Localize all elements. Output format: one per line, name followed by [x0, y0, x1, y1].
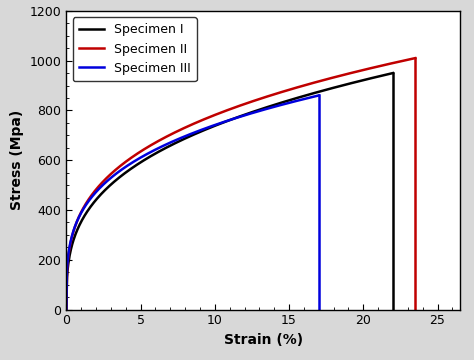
Specimen I: [331, 85, 337, 90]
Specimen III: [183, 134, 189, 138]
Specimen I: [220, 120, 226, 125]
Specimen III: [316, 93, 321, 98]
Specimen II: [349, 71, 355, 75]
Y-axis label: Stress (Mpa): Stress (Mpa): [10, 110, 24, 210]
Specimen III: [200, 127, 206, 131]
X-axis label: Strain (%): Strain (%): [224, 333, 302, 347]
Specimen III: [64, 307, 69, 312]
Specimen II: [231, 105, 237, 110]
Specimen I: [382, 73, 388, 77]
Specimen I: [390, 71, 396, 75]
Specimen I: [240, 113, 246, 117]
Specimen III: [214, 122, 219, 127]
Specimen II: [252, 98, 258, 103]
Specimen I: [258, 107, 264, 111]
Line: Specimen III: Specimen III: [66, 95, 319, 310]
Specimen II: [271, 92, 277, 96]
Specimen II: [404, 58, 410, 62]
Specimen I: [64, 307, 69, 312]
Specimen III: [185, 133, 191, 137]
Specimen III: [310, 95, 316, 99]
Line: Specimen I: Specimen I: [66, 73, 393, 310]
Line: Specimen II: Specimen II: [66, 58, 415, 310]
Specimen II: [64, 307, 69, 312]
Specimen II: [412, 56, 418, 60]
Specimen I: [219, 121, 224, 125]
Specimen II: [229, 106, 235, 111]
Specimen III: [270, 105, 276, 109]
Legend: Specimen I, Specimen II, Specimen III: Specimen I, Specimen II, Specimen III: [73, 17, 197, 81]
